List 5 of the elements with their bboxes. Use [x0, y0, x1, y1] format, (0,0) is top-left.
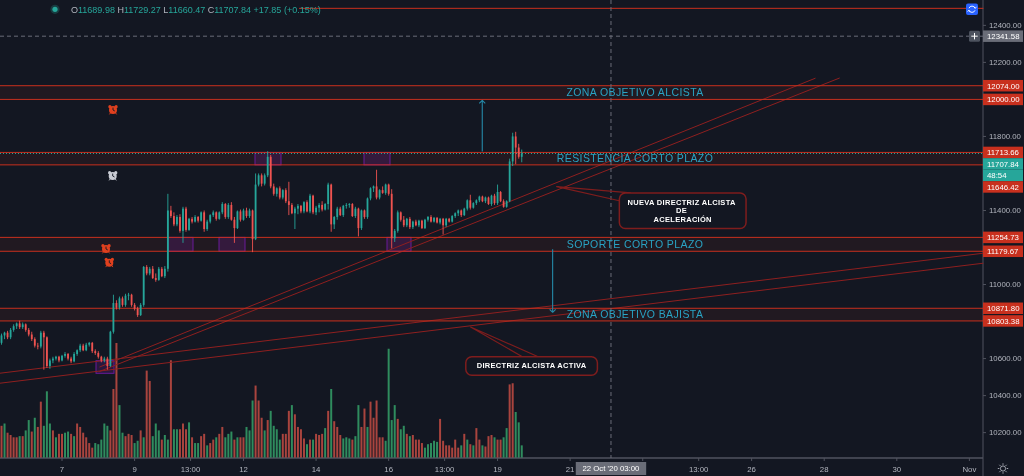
- band-label: ZONA OBJETIVO BAJISTA: [566, 308, 704, 321]
- band-label: ZONA OBJETIVO ALCISTA: [566, 86, 704, 99]
- chart-title: O11689.98 H11729.27 L11660.47 C11707.84 +17.85 (+0.15%): [71, 4, 321, 15]
- band-label: RESISTENCIA CORTO PLAZO: [556, 152, 714, 165]
- band-label: SOPORTE CORTO PLAZO: [566, 238, 704, 251]
